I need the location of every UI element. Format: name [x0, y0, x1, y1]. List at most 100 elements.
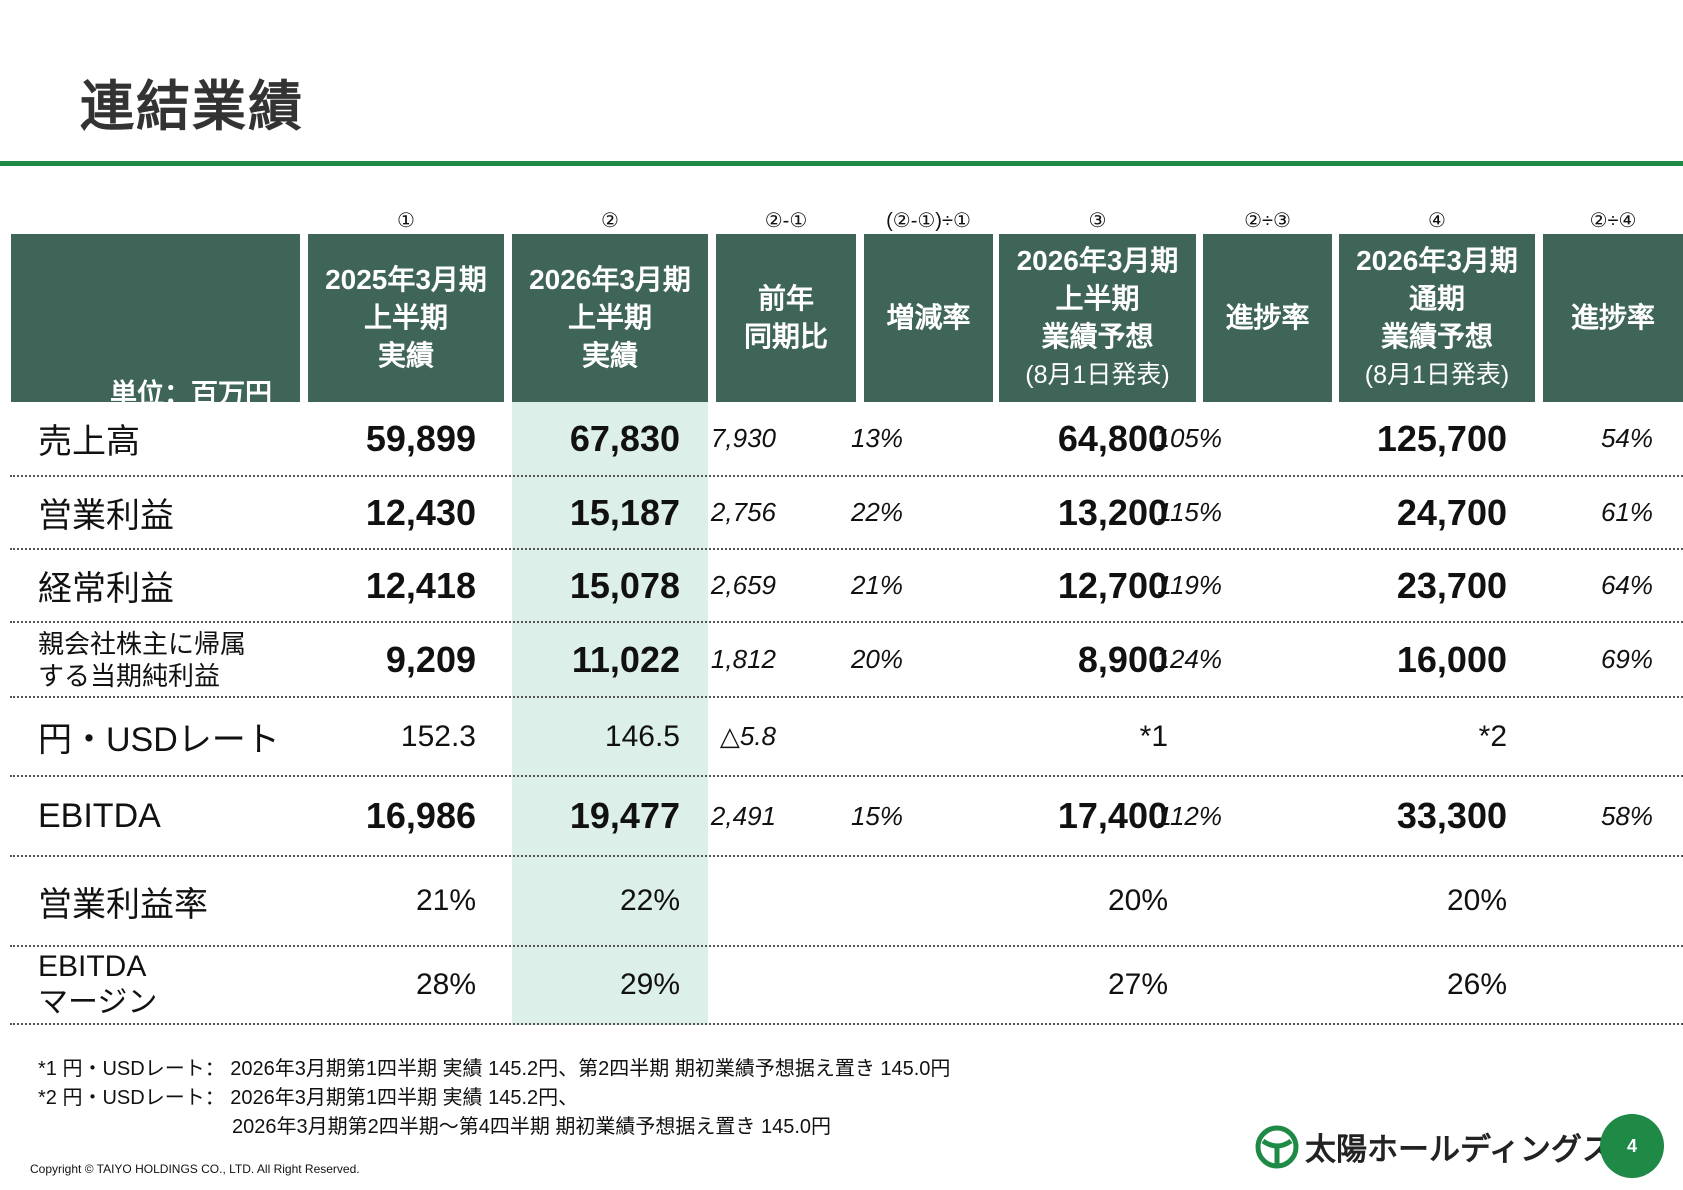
value-cell: 9,209: [385, 638, 476, 680]
column-header: 進捗率: [1543, 234, 1683, 402]
company-logo: 太陽ホールディングス: [1255, 1124, 1613, 1169]
table-row: 親会社株主に帰属 する当期純利益 9,209 11,022 1,812 20% 8,900…: [10, 623, 1683, 698]
value-cell: 12,430: [365, 491, 476, 533]
value-cell: 2,659: [710, 570, 776, 600]
value-cell: 146.5: [604, 719, 680, 753]
column-header: 進捗率: [1203, 234, 1332, 402]
value-cell: 28%: [415, 968, 476, 1001]
value-cell: 8,900: [1077, 638, 1168, 680]
header-line: 進捗率: [1570, 302, 1655, 333]
value-cell: 12,418: [365, 564, 476, 606]
value-cell: 23,700: [1396, 564, 1507, 606]
row-label: 親会社株主に帰属 する当期純利益: [38, 628, 247, 691]
column-header: 前年 同期比: [716, 234, 856, 402]
value-cell: [1543, 947, 1683, 1023]
value-cell: 58%: [1600, 800, 1653, 831]
value-cell: 15,078: [569, 564, 680, 606]
value-cell: [716, 947, 856, 1023]
value-cell: 13%: [850, 423, 903, 453]
value-cell: 21%: [415, 884, 476, 917]
value-cell: 21%: [850, 570, 903, 600]
header-line: 上半期: [363, 302, 448, 333]
header-line: 同期比: [743, 321, 828, 352]
header-line: 業績予想: [1041, 321, 1154, 352]
footnote-2-cont: 2026年3月期第2四半期～第4四半期 期初業績予想据え置き 145.0円: [232, 1116, 832, 1138]
value-cell: 27%: [1107, 968, 1168, 1001]
table-row: 経常利益 12,418 15,078 2,659 21% 12,700 119% 23,700…: [10, 550, 1683, 623]
value-cell: 22%: [619, 884, 680, 917]
table-row: 売上高 59,899 67,830 7,930 13% 64,800 105% 125,700…: [10, 402, 1683, 477]
logo-text: 太陽ホールディングス: [1305, 1132, 1613, 1167]
row-label: 経常利益: [38, 570, 174, 608]
header-line: 前年: [757, 283, 814, 314]
value-cell: [716, 857, 856, 945]
value-cell: [864, 857, 993, 945]
value-cell: 11,022: [571, 638, 680, 680]
table-row: 営業利益 12,430 15,187 2,756 22% 13,200 115% 24,700…: [10, 477, 1683, 550]
value-cell: [864, 947, 993, 1023]
value-cell: 2,756: [710, 497, 776, 527]
value-cell: 125,700: [1376, 417, 1507, 459]
value-cell: *2: [1478, 719, 1507, 753]
header-note: (8月1日発表): [1364, 361, 1510, 389]
formula-label: ②÷④: [1589, 210, 1637, 232]
value-cell: △5.8: [719, 721, 776, 751]
header-line: 上半期: [567, 302, 652, 333]
value-cell: [1203, 857, 1332, 945]
value-cell: 19,477: [569, 795, 680, 836]
column-header: 増減率: [864, 234, 993, 402]
footnote-1: *1 円・USDレート： 2026年3月期第1四半期 実績 145.2円、第2四…: [38, 1058, 951, 1080]
formula-label: ②-①: [764, 210, 808, 232]
value-cell: 29%: [619, 968, 680, 1001]
unit-label: 単位：百万円: [110, 379, 272, 402]
value-cell: 124%: [1155, 644, 1223, 674]
value-cell: 12,700: [1057, 564, 1168, 606]
header-line: 2026年3月期: [529, 264, 691, 295]
header-line: 業績予想: [1380, 321, 1493, 352]
value-cell: 115%: [1157, 497, 1222, 527]
value-cell: [1203, 698, 1332, 775]
table-row: 営業利益率 21% 22% 20% 20%: [10, 857, 1683, 947]
table-row: EBITDA マージン 28% 29% 27% 26%: [10, 947, 1683, 1025]
column-header: 2026年3月期 上半期業績予想 (8月1日発表): [999, 234, 1196, 402]
header-note: (8月1日発表): [1025, 361, 1170, 389]
header-line: 実績: [581, 340, 638, 371]
value-cell: *1: [1139, 719, 1168, 753]
formula-label: (②-①)÷①: [886, 210, 971, 232]
row-label: EBITDA: [38, 796, 161, 835]
value-cell: 7,930: [710, 423, 776, 453]
value-cell: 20%: [1446, 884, 1507, 917]
header-line: 2026年3月期: [1016, 245, 1179, 276]
header-line: 実績: [377, 340, 434, 371]
value-cell: 17,400: [1057, 795, 1168, 836]
value-cell: 119%: [1157, 570, 1222, 600]
header-line: 進捗率: [1225, 302, 1310, 333]
copyright: Copyright © TAIYO HOLDINGS CO., LTD. All…: [30, 1162, 360, 1176]
header-line: 増減率: [886, 302, 971, 333]
value-cell: 64,800: [1057, 417, 1168, 459]
row-label: 営業利益: [38, 497, 174, 535]
title-rule: [0, 161, 1683, 166]
value-cell: 20%: [1107, 884, 1168, 917]
table-row: EBITDA 16,986 19,477 2,491 15% 17,400 112% 33,3…: [10, 777, 1683, 857]
value-cell: [1203, 947, 1332, 1023]
value-cell: 24,700: [1396, 491, 1507, 533]
value-cell: [1543, 857, 1683, 945]
value-cell: [1543, 698, 1683, 775]
value-cell: 33,300: [1396, 795, 1507, 836]
value-cell: 20%: [850, 644, 903, 674]
header-line: 2025年3月期: [325, 264, 487, 295]
header-line: 通期: [1408, 283, 1465, 314]
value-cell: 16,986: [365, 795, 476, 836]
page-title: 連結業績: [80, 77, 304, 137]
value-cell: 152.3: [400, 719, 476, 753]
row-label: 売上高: [38, 423, 140, 461]
header-line: 上半期: [1055, 283, 1140, 314]
column-header: 2026年3月期 上半期実績: [512, 234, 708, 402]
value-cell: 2,491: [710, 800, 776, 831]
value-cell: 59,899: [365, 417, 476, 459]
value-cell: 15%: [850, 800, 903, 831]
value-cell: 105%: [1155, 423, 1223, 453]
header-line: 2026年3月期: [1356, 245, 1518, 276]
formula-label: ④: [1428, 210, 1446, 232]
